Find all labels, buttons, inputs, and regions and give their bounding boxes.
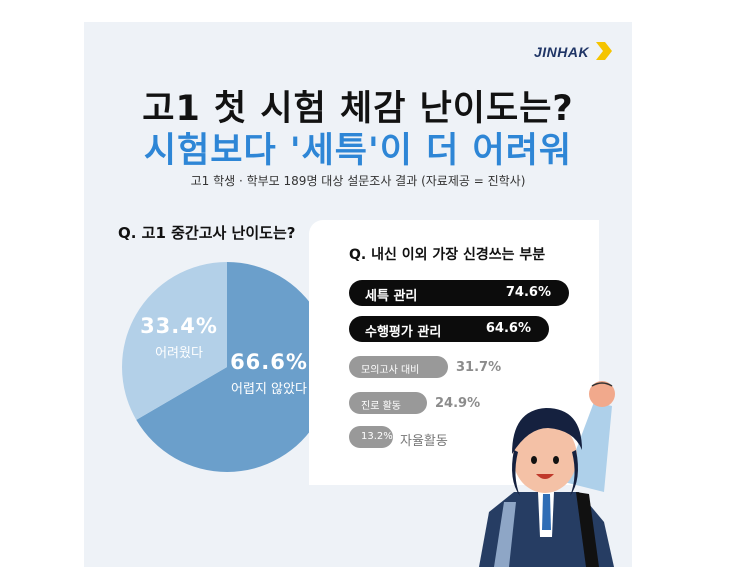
- jinhak-logo: JINHAK: [534, 44, 590, 60]
- bar-value: 13.2%: [361, 431, 393, 442]
- pie-slice-label-easy: 66.6% 어렵지 않았다: [214, 350, 324, 397]
- bar-autonomous: 13.2%: [349, 426, 393, 448]
- survey-subtitle: 고1 학생 · 학부모 189명 대상 설문조사 결과 (자료제공 = 진학사): [190, 174, 526, 188]
- bar-label: 세특 관리: [365, 289, 418, 304]
- pie-slice-easy: [136, 262, 332, 472]
- bar-value: 31.7%: [456, 360, 502, 375]
- pie-value-hard: 33.4%: [140, 314, 218, 338]
- bar-label: 진로 활동: [361, 401, 401, 412]
- pie-category-hard: 어려웠다: [155, 346, 203, 361]
- infographic-card: JINHAK 고1 첫 시험 체감 난이도는? 시험보다 '세특'이 더 어려워…: [84, 22, 632, 567]
- headline-line-2: 시험보다 '세특'이 더 어려워: [143, 131, 573, 171]
- bar-value: 24.9%: [435, 396, 481, 411]
- bar-label: 자율활동: [400, 434, 448, 449]
- pie-slice-label-hard: 33.4% 어려웠다: [139, 314, 219, 361]
- bar-chart-title: Q. 내신 이외 가장 신경쓰는 부분: [349, 247, 546, 263]
- logo-arrow-icon: [596, 42, 612, 60]
- pie-value-easy: 66.6%: [230, 350, 308, 374]
- pie-slice-hard: [122, 262, 227, 420]
- headline-line-1: 고1 첫 시험 체감 난이도는?: [142, 89, 574, 129]
- bar-performance: 수행평가 관리 64.6%: [349, 316, 549, 342]
- pie-category-easy: 어렵지 않았다: [231, 382, 307, 397]
- bar-label: 수행평가 관리: [365, 325, 442, 340]
- bar-value: 64.6%: [485, 321, 531, 336]
- bar-label: 모의고사 대비: [361, 365, 420, 376]
- bar-value: 74.6%: [505, 285, 551, 300]
- pie-chart-title: Q. 고1 중간고사 난이도는?: [118, 224, 296, 242]
- difficulty-pie-chart: [122, 262, 332, 472]
- bar-career: 진로 활동: [349, 392, 427, 414]
- student-illustration: [479, 381, 615, 567]
- bar-mock-exam: 모의고사 대비: [349, 356, 448, 378]
- bar-setuk: 세특 관리 74.6%: [349, 280, 569, 306]
